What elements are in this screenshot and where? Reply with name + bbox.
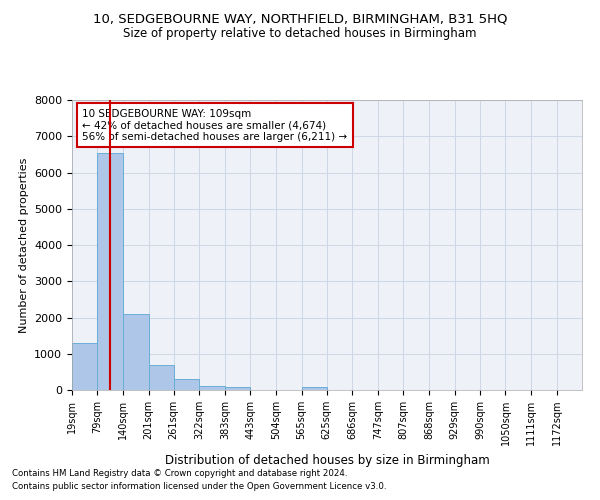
Bar [123,314,149,390]
Bar [302,388,327,390]
Text: Size of property relative to detached houses in Birmingham: Size of property relative to detached ho… [123,28,477,40]
X-axis label: Distribution of detached houses by size in Birmingham: Distribution of detached houses by size … [164,454,490,466]
Text: Contains HM Land Registry data © Crown copyright and database right 2024.: Contains HM Land Registry data © Crown c… [12,468,347,477]
Text: 10, SEDGEBOURNE WAY, NORTHFIELD, BIRMINGHAM, B31 5HQ: 10, SEDGEBOURNE WAY, NORTHFIELD, BIRMING… [93,12,507,26]
Text: Contains public sector information licensed under the Open Government Licence v3: Contains public sector information licen… [12,482,386,491]
Bar [97,152,123,390]
Bar [225,387,250,390]
Bar [199,386,225,390]
Bar [174,379,199,390]
Y-axis label: Number of detached properties: Number of detached properties [19,158,29,332]
Bar [72,343,97,390]
Text: 10 SEDGEBOURNE WAY: 109sqm
← 42% of detached houses are smaller (4,674)
56% of s: 10 SEDGEBOURNE WAY: 109sqm ← 42% of deta… [82,108,347,142]
Bar [149,366,174,390]
